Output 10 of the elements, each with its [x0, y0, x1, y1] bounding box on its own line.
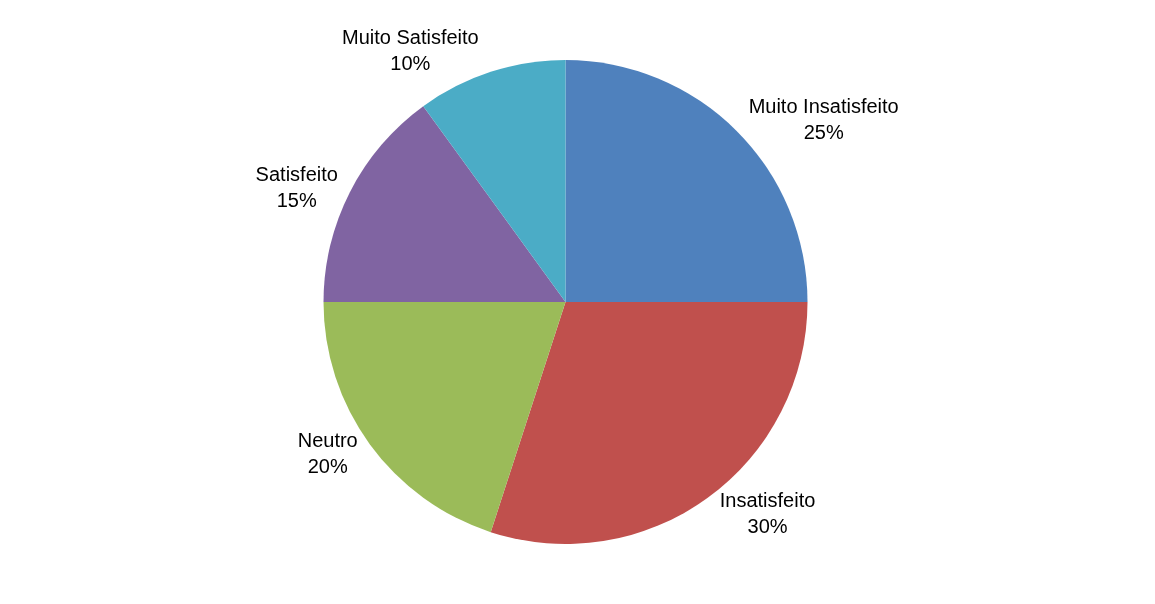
data-label: 30%	[747, 515, 788, 538]
slice-label: Muito Insatisfeito	[748, 94, 899, 117]
data-label: 15%	[276, 189, 317, 212]
slice-label: Satisfeito	[255, 163, 338, 186]
slice-label: Muito Satisfeito	[341, 26, 479, 49]
data-label: 20%	[307, 454, 348, 477]
data-label: 10%	[390, 52, 431, 75]
slice-label: Neutro	[297, 428, 358, 451]
data-label: 25%	[803, 120, 844, 143]
slice-label: Insatisfeito	[719, 489, 816, 512]
